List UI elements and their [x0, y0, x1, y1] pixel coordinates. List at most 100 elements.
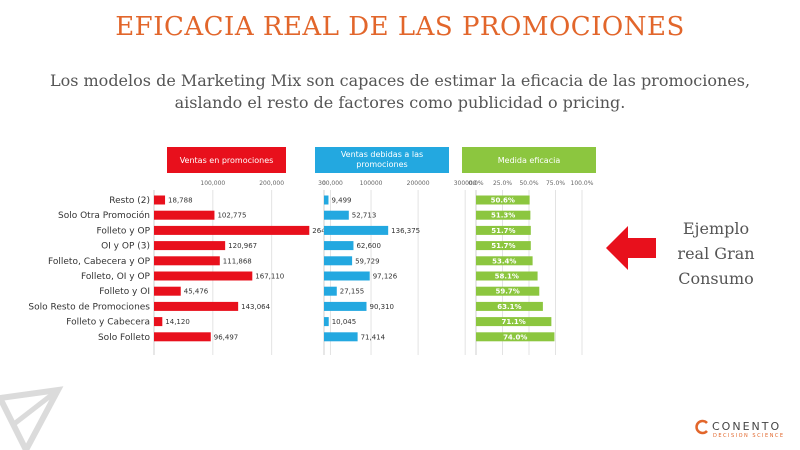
bar — [154, 332, 211, 342]
category-label: Folleto y Cabecera — [66, 318, 150, 328]
conento-logo-icon — [695, 419, 708, 435]
category-label: OI y OP (3) — [101, 242, 150, 252]
bar — [154, 271, 253, 281]
bar — [476, 225, 531, 235]
bar — [324, 225, 389, 235]
bar — [154, 317, 163, 327]
bar — [154, 195, 166, 205]
tick-label: 50.0% — [519, 180, 538, 187]
category-label: Folleto y OI — [99, 287, 150, 297]
data-label: 9,499 — [331, 197, 351, 205]
callout-text: Ejemplo real Gran Consumo — [656, 216, 776, 291]
callout-line-2: real Gran — [677, 244, 755, 263]
data-label: 59,729 — [355, 257, 380, 265]
data-label: 71,414 — [361, 333, 386, 341]
subtitle-line-1: Los modelos de Marketing Mix son capaces… — [49, 71, 751, 90]
data-label: 71.1% — [502, 318, 526, 326]
bar — [324, 301, 367, 311]
callout-line-3: Consumo — [678, 269, 754, 288]
tick-label: 0 — [322, 180, 326, 187]
data-label: 111,868 — [223, 257, 252, 265]
panel-title-ventas-promociones: Ventas en promociones — [180, 156, 274, 165]
data-label: 97,126 — [373, 273, 398, 281]
bar — [324, 195, 329, 205]
panel-header-ventas-promociones — [167, 147, 286, 173]
tick-label: 100,000 — [200, 180, 225, 187]
panel-header-ventas-debidas — [315, 147, 449, 173]
subtitle-line-2: aislando el resto de factores como publi… — [174, 93, 626, 112]
bar — [154, 210, 215, 220]
data-label: 14,120 — [165, 318, 190, 326]
data-label: 120,967 — [228, 242, 257, 250]
data-label: 27,155 — [340, 288, 365, 296]
bar — [476, 195, 530, 205]
bar — [324, 286, 337, 296]
tick-label: 100.0% — [571, 180, 594, 187]
bar — [154, 256, 220, 266]
data-label: 51.7% — [491, 227, 515, 235]
panel-title-medida-eficacia: Medida eficacia — [498, 156, 561, 165]
bar — [154, 286, 181, 296]
tick-label: 300,000 — [318, 180, 343, 187]
data-label: 96,497 — [214, 333, 239, 341]
bar — [324, 210, 349, 220]
data-label: 59.7% — [495, 288, 519, 296]
bar — [154, 225, 310, 235]
tick-label: 200,000 — [259, 180, 284, 187]
category-label: Solo Resto de Promociones — [28, 302, 150, 312]
bar — [324, 256, 353, 266]
bar — [476, 256, 533, 266]
bar — [476, 317, 552, 327]
category-label: Folleto, OI y OP — [81, 272, 151, 282]
bar — [476, 301, 543, 311]
data-label: 52,713 — [352, 212, 377, 220]
tick-label: 0.0% — [468, 180, 484, 187]
data-label: 51.7% — [491, 242, 515, 250]
data-label: 143,064 — [241, 303, 270, 311]
bar — [476, 210, 531, 220]
data-label: 45,476 — [184, 288, 209, 296]
category-label: Solo Folleto — [98, 333, 151, 343]
tick-label: 300000 — [454, 180, 477, 187]
data-label: 50.6% — [491, 197, 515, 205]
paper-plane-icon — [0, 386, 64, 450]
category-label: Folleto, Cabecera y OP — [48, 257, 151, 267]
page-title: EFICACIA REAL DE LAS PROMOCIONES — [115, 12, 685, 42]
tick-label: 25.0% — [493, 180, 512, 187]
page-subtitle: Los modelos de Marketing Mix son capaces… — [20, 70, 780, 114]
data-label: 167,110 — [255, 273, 284, 281]
panel-header-medida-eficacia — [462, 147, 596, 173]
tick-label: 100000 — [360, 180, 383, 187]
category-label: Resto (2) — [109, 196, 150, 206]
bar — [324, 241, 354, 251]
tick-label: 200000 — [407, 180, 430, 187]
callout-line-1: Ejemplo — [682, 219, 750, 238]
bar — [476, 241, 531, 251]
bar — [154, 301, 239, 311]
panel-title-ventas-debidas-line2: promociones — [356, 160, 407, 169]
bar — [154, 241, 226, 251]
data-label: 136,375 — [391, 227, 420, 235]
data-label: 10,045 — [332, 318, 357, 326]
tick-label: 75.0% — [546, 180, 565, 187]
bar — [324, 317, 329, 327]
bar — [476, 271, 538, 281]
data-label: 63.1% — [497, 303, 521, 311]
data-label: 62,600 — [356, 242, 381, 250]
logo-tagline: DECISION SCIENCE — [713, 433, 785, 439]
bar — [324, 332, 358, 342]
data-label: 18,788 — [168, 197, 193, 205]
data-label: 53.4% — [492, 257, 516, 265]
data-label: 58.1% — [495, 273, 519, 281]
logo-name: CONENTO — [712, 420, 782, 433]
data-label: 51.3% — [491, 212, 515, 220]
bar — [324, 271, 370, 281]
category-label: Folleto y OP — [97, 226, 151, 236]
bar — [476, 286, 540, 296]
bar — [476, 332, 555, 342]
left-arrow-icon — [606, 226, 656, 270]
panel-title-ventas-debidas-line1: Ventas debidas a las — [341, 150, 423, 159]
data-label: 74.0% — [503, 333, 527, 341]
data-label: 102,775 — [217, 212, 246, 220]
